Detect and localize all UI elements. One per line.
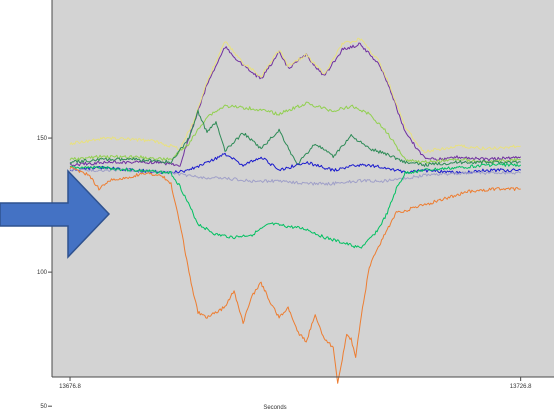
x-tick-label: 13676.8 <box>59 384 81 390</box>
tick-layer: 50 100 150 13676.8 13726.8 <box>37 136 532 410</box>
series-line-4 <box>69 109 521 167</box>
series-layer <box>69 37 522 384</box>
right-arrow-shape <box>0 169 111 259</box>
series-line-7 <box>69 163 522 249</box>
x-axis-label: Seconds <box>263 405 286 411</box>
series-line-6 <box>69 168 521 186</box>
plot-area <box>52 0 554 377</box>
series-line-2 <box>69 37 521 154</box>
series-line-5 <box>69 152 522 175</box>
y-tick-label: 100 <box>37 270 48 276</box>
x-tick-label: 13726.8 <box>510 384 532 390</box>
y-tick-label: 50 <box>40 404 47 410</box>
y-tick-label: 150 <box>37 136 48 142</box>
series-line-8 <box>69 166 521 384</box>
series-line-3 <box>69 101 521 164</box>
